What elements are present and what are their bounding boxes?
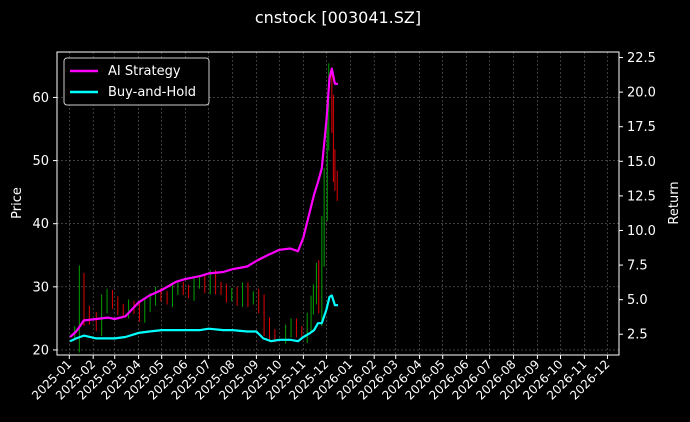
series-line-ai-strategy	[69, 67, 338, 338]
y-axis-left: 20 30 40 50 60	[32, 91, 57, 358]
y-tick-right-label: 5.0	[627, 293, 648, 308]
legend-box	[63, 57, 210, 106]
chart-title: cnstock [003041.SZ]	[255, 8, 421, 27]
y-tick-label: 40	[32, 217, 49, 232]
y-tick-right-label: 20.0	[627, 86, 656, 101]
legend-label-bh: Buy-and-Hold	[108, 85, 196, 100]
legend: AI Strategy Buy-and-Hold	[63, 57, 210, 106]
y-axis-right: 2.5 5.0 7.5 10.0 12.5 15.0 17.5 20.0 22.5	[619, 51, 656, 343]
y-axis-label: Price	[10, 187, 25, 219]
y-tick-right-label: 10.0	[627, 224, 656, 239]
legend-label-ai: AI Strategy	[108, 64, 181, 79]
x-axis: 2025-012025-022025-032025-042025-052025-…	[29, 355, 613, 403]
plot-frame	[56, 51, 620, 356]
y-tick-label: 60	[32, 91, 49, 106]
y-tick-right-label: 22.5	[627, 51, 656, 66]
y-tick-right-label: 2.5	[627, 328, 648, 343]
y-axis-label-right: Return	[667, 181, 682, 224]
series-lines	[69, 67, 338, 343]
y-tick-label: 30	[32, 280, 49, 295]
price-candles	[74, 63, 338, 353]
y-tick-label: 20	[32, 343, 49, 358]
y-tick-right-label: 15.0	[627, 155, 656, 170]
y-tick-right-label: 7.5	[627, 259, 648, 274]
y-tick-label: 50	[32, 154, 49, 169]
y-tick-right-label: 17.5	[627, 120, 656, 135]
y-tick-right-label: 12.5	[627, 189, 656, 204]
series-line-buy-and-hold	[69, 294, 338, 343]
grid	[57, 52, 619, 355]
